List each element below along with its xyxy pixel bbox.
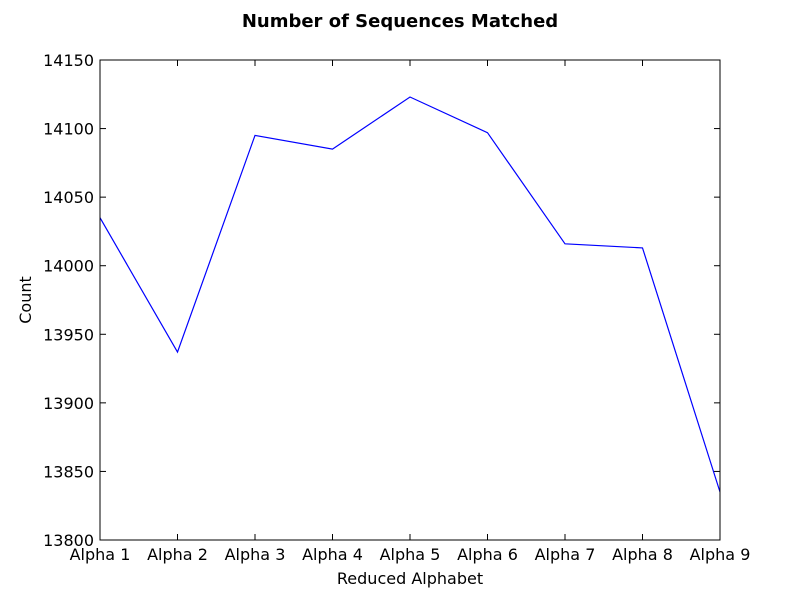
x-tick-label: Alpha 4: [302, 545, 363, 564]
y-tick-label: 14100: [43, 120, 94, 139]
plot-area-frame: [99, 59, 721, 541]
y-tick-label: 13900: [43, 394, 94, 413]
y-tick-label: 14050: [43, 188, 94, 207]
x-tick-label: Alpha 6: [457, 545, 518, 564]
tick-layer: Alpha 1 Alpha 2 Alpha 3 Alpha 4 Alpha 5 Alpha…: [43, 51, 750, 564]
x-tick-label: Alpha 9: [690, 545, 751, 564]
x-tick-label: Alpha 1: [70, 545, 131, 564]
y-tick-label: 14150: [43, 51, 94, 70]
y-tick-label: 14000: [43, 257, 94, 276]
x-tick-label: Alpha 5: [380, 545, 441, 564]
x-axis-label: Reduced Alphabet: [337, 569, 483, 588]
y-tick-label: 13800: [43, 531, 94, 550]
y-tick-label: 13850: [43, 462, 94, 481]
y-tick-label: 13950: [43, 325, 94, 344]
x-tick-label: Alpha 8: [612, 545, 673, 564]
y-axis-label: Count: [16, 276, 35, 324]
series-line: [99, 96, 721, 493]
x-tick-label: Alpha 3: [225, 545, 286, 564]
series-layer: [99, 96, 721, 493]
x-tick-label: Alpha 7: [535, 545, 596, 564]
chart-title: Number of Sequences Matched: [242, 11, 558, 32]
x-tick-label: Alpha 2: [147, 545, 208, 564]
